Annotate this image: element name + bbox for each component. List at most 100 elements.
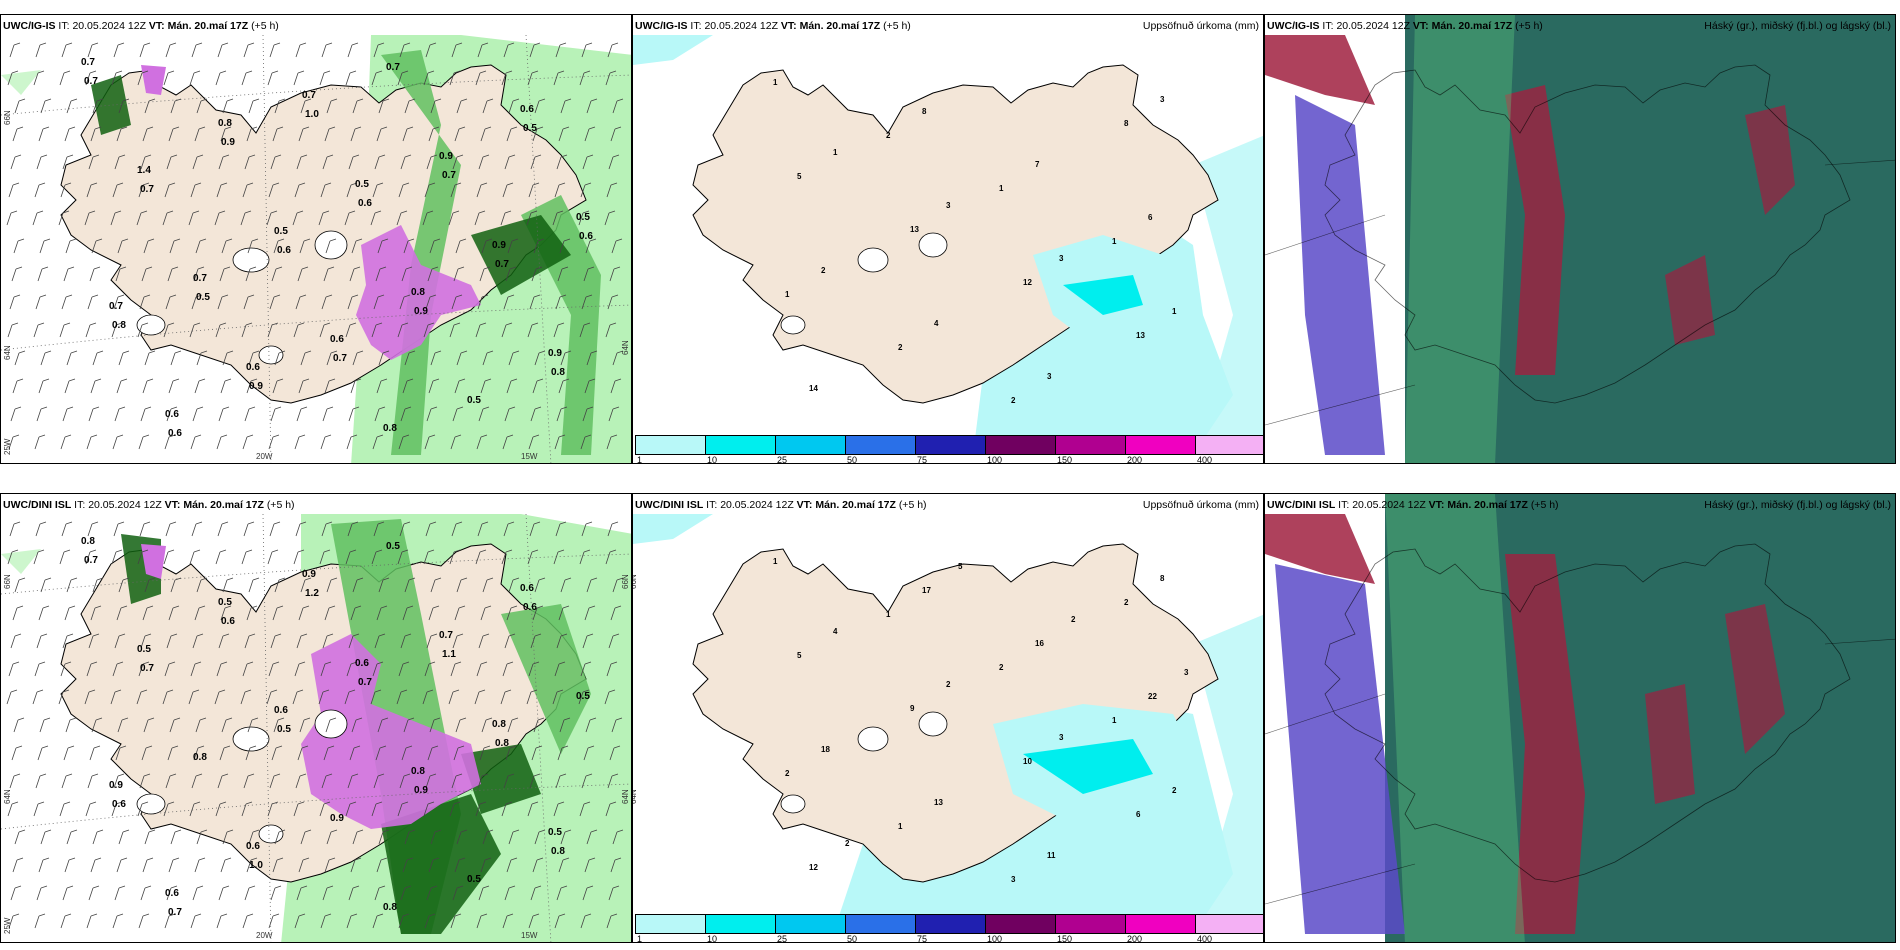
legend-tick-label: 1	[637, 934, 643, 943]
precip-value-label: 1.0	[249, 860, 263, 871]
panel-bottom-middle: UWC/DINI ISL IT: 20.05.2024 12Z VT: Mán.…	[632, 493, 1264, 943]
precip-value-label: 0.7	[333, 353, 347, 364]
accum-value-label: 2	[1011, 396, 1016, 405]
wind-barbs	[6, 42, 624, 450]
panel-top-middle: UWC/IG-IS IT: 20.05.2024 12Z VT: Mán. 20…	[632, 14, 1264, 464]
precip-value-label: 1.2	[305, 588, 319, 599]
lon-label-15w: 15W	[521, 452, 538, 461]
precip-value-label: 0.6	[520, 583, 534, 594]
precip-value-label: 0.7	[81, 57, 95, 68]
legend-tick-label: 150	[1057, 455, 1073, 464]
legend-swatch	[846, 915, 916, 933]
accum-value-label: 1	[886, 610, 891, 619]
accum-value-label: 2	[946, 680, 951, 689]
precip-value-label: 0.9	[548, 348, 562, 359]
panel-title: UWC/IG-IS IT: 20.05.2024 12Z VT: Mán. 20…	[1267, 20, 1543, 32]
precip-value-label: 0.5	[548, 827, 562, 838]
accum-value-label: 10	[1023, 757, 1032, 766]
precip-value-label: 0.6	[165, 888, 179, 899]
precip-value-label: 0.6	[246, 362, 260, 373]
legend-swatch	[1126, 436, 1196, 454]
heavy-precip-area	[356, 225, 481, 360]
precip-value-label: 0.7	[358, 677, 372, 688]
panel-bottom-left: UWC/DINI ISL IT: 20.05.2024 12Z VT: Mán.…	[0, 493, 632, 943]
precip-value-label: 0.8	[495, 738, 509, 749]
precip-value-label: 1.4	[137, 165, 151, 176]
accum-value-label: 3	[1059, 254, 1064, 263]
accum-value-label: 1	[1112, 237, 1117, 246]
lon-label-20w: 20W	[256, 931, 273, 940]
precip-map-top: 0.7 0.8 0.5 0.9 0.7 0.6 0.8 0.6 1.4 0.5 0.8 0.9 0.6 0…	[1, 15, 631, 463]
panel-title: UWC/IG-IS IT: 20.05.2024 12Z VT: Mán. 20…	[3, 20, 279, 32]
accum-value-label: 2	[1172, 786, 1177, 795]
precip-value-label: 0.9	[249, 381, 263, 392]
precip-value-label: 0.8	[551, 846, 565, 857]
accum-value-label: 16	[1035, 639, 1044, 648]
legend-swatch	[1056, 915, 1126, 933]
precip-value-label: 0.9	[302, 569, 316, 580]
precip-value-label: 0.6	[355, 658, 369, 669]
legend-tick-label: 200	[1127, 934, 1143, 943]
accum-value-label: 12	[809, 863, 818, 872]
legend-swatch	[846, 436, 916, 454]
accum-value-label: 17	[922, 586, 931, 595]
legend-tick-label: 25	[777, 934, 788, 943]
precip-value-label: 0.5	[523, 123, 537, 134]
precip-value-label: 0.6	[523, 602, 537, 613]
legend-swatch	[1196, 436, 1263, 454]
panel-title: UWC/DINI ISL IT: 20.05.2024 12Z VT: Mán.…	[635, 499, 927, 511]
precip-value-label: 0.6	[277, 245, 291, 256]
panel-top-right: UWC/IG-IS IT: 20.05.2024 12Z VT: Mán. 20…	[1264, 14, 1896, 464]
legend-tick-label: 75	[917, 934, 928, 943]
iceland-outline	[1324, 64, 1851, 404]
precip-value-label: 0.5	[274, 226, 288, 237]
precip-value-label: 0.8	[218, 118, 232, 129]
accum-value-label: 5	[797, 172, 802, 181]
wind-barbs	[6, 521, 624, 929]
precip-value-label: 0.8	[411, 287, 425, 298]
panel-title: UWC/IG-IS IT: 20.05.2024 12Z VT: Mán. 20…	[635, 20, 911, 32]
precip-value-label: 0.7	[109, 301, 123, 312]
lon-label-20w: 20W	[256, 452, 273, 461]
precip-value-label: 0.6	[330, 334, 344, 345]
panel-field-title: Uppsöfnuð úrkoma (mm)	[1142, 20, 1259, 32]
accum-value-label: 2	[898, 343, 903, 352]
precip-value-label: 0.9	[221, 137, 235, 148]
precip-value-label: 0.7	[302, 90, 316, 101]
accum-value-label: 12	[1023, 278, 1032, 287]
accum-value-label: 1	[898, 822, 903, 831]
lat-label-66-right: 66N	[621, 574, 630, 589]
precip-value-label: 0.6	[358, 198, 372, 209]
precip-value-label: 0.7	[442, 170, 456, 181]
legend-swatch	[636, 915, 706, 933]
lat-label-64: 64N	[3, 789, 12, 804]
precip-value-label: 0.5	[218, 597, 232, 608]
legend-tick-label: 150	[1057, 934, 1073, 943]
cloud-map-bottom	[1265, 494, 1895, 942]
legend-tick-label: 10	[707, 455, 718, 464]
accum-value-label: 1	[773, 78, 778, 87]
accum-value-label: 22	[1148, 692, 1157, 701]
precip-value-label: 0.8	[411, 766, 425, 777]
accum-value-label: 7	[1035, 160, 1040, 169]
accum-value-label: 3	[1047, 372, 1052, 381]
legend-tick-label: 50	[847, 934, 858, 943]
panel-bottom-right: UWC/DINI ISL IT: 20.05.2024 12Z VT: Mán.…	[1264, 493, 1896, 943]
precip-value-label: 0.7	[193, 273, 207, 284]
accum-value-label: 18	[821, 745, 830, 754]
precip-value-label: 0.7	[386, 62, 400, 73]
accum-value-label: 1	[785, 290, 790, 299]
precip-value-label: 0.5	[467, 874, 481, 885]
precip-value-label: 0.8	[383, 902, 397, 913]
accum-value-label: 13	[910, 225, 919, 234]
precip-value-label: 0.5	[576, 691, 590, 702]
lat-label-64: 64N	[3, 345, 12, 360]
legend-tick-label: 75	[917, 455, 928, 464]
precip-value-label: 0.5	[196, 292, 210, 303]
lat-label-64-right: 64N	[621, 789, 630, 804]
legend-swatch	[706, 915, 776, 933]
precip-value-label: 0.8	[193, 752, 207, 763]
legend-tick-label: 10	[707, 934, 718, 943]
precip-value-label: 0.5	[355, 179, 369, 190]
precip-value-label: 0.6	[221, 616, 235, 627]
